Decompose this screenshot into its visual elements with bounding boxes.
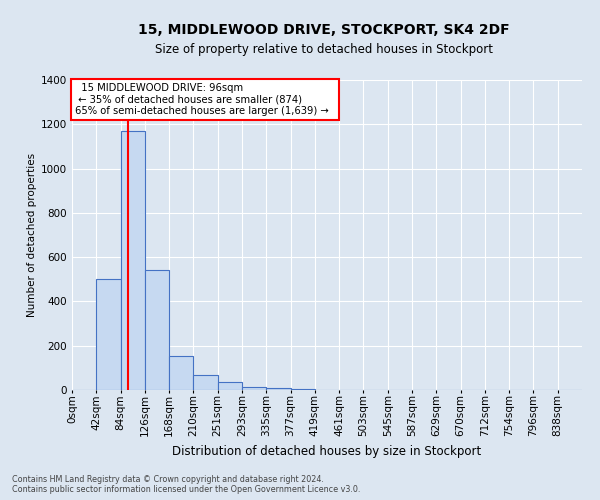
Bar [290, 389, 315, 390]
Text: 15, MIDDLEWOOD DRIVE, STOCKPORT, SK4 2DF: 15, MIDDLEWOOD DRIVE, STOCKPORT, SK4 2DF [138, 22, 510, 36]
Y-axis label: Number of detached properties: Number of detached properties [27, 153, 37, 317]
Bar [193, 374, 218, 390]
Text: Contains HM Land Registry data © Crown copyright and database right 2024.: Contains HM Land Registry data © Crown c… [12, 476, 324, 484]
Text: 15 MIDDLEWOOD DRIVE: 96sqm
 ← 35% of detached houses are smaller (874)
65% of se: 15 MIDDLEWOOD DRIVE: 96sqm ← 35% of deta… [74, 83, 335, 116]
Bar [145, 270, 169, 390]
Bar [121, 131, 145, 390]
Text: Contains public sector information licensed under the Open Government Licence v3: Contains public sector information licen… [12, 486, 361, 494]
X-axis label: Distribution of detached houses by size in Stockport: Distribution of detached houses by size … [172, 444, 482, 458]
Bar [218, 382, 242, 390]
Bar [169, 356, 193, 390]
Bar [242, 386, 266, 390]
Bar [266, 388, 290, 390]
Text: Size of property relative to detached houses in Stockport: Size of property relative to detached ho… [155, 42, 493, 56]
Bar [96, 280, 121, 390]
